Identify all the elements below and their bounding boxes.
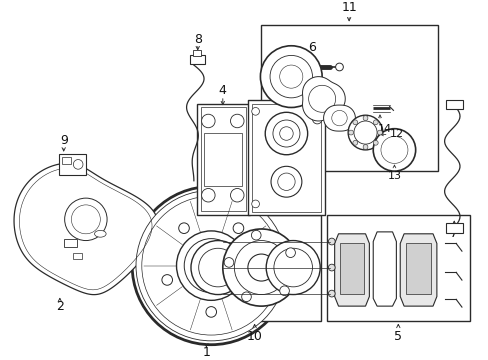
Text: 14: 14	[377, 124, 391, 134]
Circle shape	[328, 290, 334, 297]
Text: 8: 8	[193, 33, 202, 46]
Text: 10: 10	[246, 329, 262, 342]
Bar	[445, 223, 462, 233]
Circle shape	[195, 250, 226, 281]
Circle shape	[353, 121, 376, 144]
Circle shape	[247, 254, 274, 281]
Text: 4: 4	[219, 84, 226, 96]
Circle shape	[142, 196, 280, 335]
Text: 9: 9	[60, 134, 67, 147]
Circle shape	[331, 111, 346, 126]
Circle shape	[269, 55, 312, 98]
Bar	[63, 239, 77, 247]
Text: 5: 5	[393, 329, 402, 342]
Bar	[445, 100, 462, 109]
Circle shape	[230, 189, 244, 202]
Circle shape	[251, 200, 259, 208]
Circle shape	[241, 292, 251, 302]
Bar	[190, 55, 205, 64]
Circle shape	[363, 116, 367, 121]
Circle shape	[230, 114, 244, 128]
Circle shape	[136, 190, 286, 341]
Circle shape	[272, 120, 299, 147]
Circle shape	[312, 114, 322, 124]
Circle shape	[176, 231, 245, 300]
Polygon shape	[302, 77, 345, 121]
Circle shape	[273, 248, 312, 287]
Polygon shape	[334, 234, 368, 306]
Bar	[261, 24, 437, 171]
Circle shape	[73, 159, 83, 169]
Circle shape	[71, 205, 100, 234]
Circle shape	[352, 140, 357, 145]
Circle shape	[372, 140, 377, 145]
Circle shape	[251, 230, 261, 240]
Bar	[189, 215, 321, 321]
Circle shape	[191, 240, 244, 294]
Circle shape	[205, 307, 216, 317]
Circle shape	[260, 46, 322, 108]
Circle shape	[234, 240, 288, 294]
Circle shape	[308, 85, 335, 112]
Bar	[251, 104, 321, 212]
Circle shape	[377, 130, 382, 135]
Circle shape	[132, 186, 290, 345]
Polygon shape	[323, 105, 355, 131]
Polygon shape	[14, 163, 158, 294]
Text: 7: 7	[449, 227, 457, 240]
Circle shape	[178, 223, 189, 234]
Circle shape	[201, 114, 215, 128]
Text: 2: 2	[56, 300, 63, 312]
Bar	[405, 243, 430, 294]
Polygon shape	[372, 232, 396, 306]
Bar	[247, 100, 325, 216]
Bar	[326, 215, 468, 321]
Circle shape	[352, 120, 357, 125]
Bar	[204, 132, 242, 186]
Circle shape	[372, 120, 377, 125]
Polygon shape	[399, 234, 436, 306]
Circle shape	[184, 239, 238, 293]
Text: 13: 13	[386, 171, 401, 181]
Circle shape	[264, 112, 307, 155]
Text: 12: 12	[389, 130, 404, 139]
Circle shape	[198, 248, 237, 287]
Circle shape	[328, 238, 334, 245]
Bar	[61, 157, 71, 165]
Circle shape	[224, 258, 233, 267]
Circle shape	[285, 248, 295, 257]
Circle shape	[335, 63, 343, 71]
Bar	[192, 50, 200, 57]
Circle shape	[162, 275, 172, 285]
Text: 3: 3	[282, 80, 290, 93]
Circle shape	[279, 65, 302, 88]
Text: 11: 11	[341, 1, 356, 14]
Circle shape	[277, 173, 295, 190]
Text: 6: 6	[308, 41, 316, 54]
Bar	[73, 253, 82, 259]
Circle shape	[223, 229, 299, 306]
Circle shape	[270, 166, 301, 197]
Circle shape	[380, 136, 407, 163]
Circle shape	[251, 108, 259, 115]
Circle shape	[347, 115, 382, 150]
Ellipse shape	[94, 230, 106, 237]
Text: 1: 1	[202, 346, 210, 359]
Circle shape	[279, 127, 293, 140]
Bar	[196, 104, 249, 215]
Bar	[340, 243, 363, 294]
Circle shape	[249, 275, 260, 285]
Circle shape	[348, 130, 353, 135]
Circle shape	[265, 240, 320, 294]
Circle shape	[372, 129, 415, 171]
Circle shape	[279, 286, 289, 296]
Circle shape	[328, 264, 334, 271]
Bar	[200, 108, 245, 211]
Circle shape	[64, 198, 107, 240]
Circle shape	[363, 145, 367, 149]
Circle shape	[201, 189, 215, 202]
Circle shape	[233, 223, 243, 234]
Bar	[59, 154, 86, 175]
